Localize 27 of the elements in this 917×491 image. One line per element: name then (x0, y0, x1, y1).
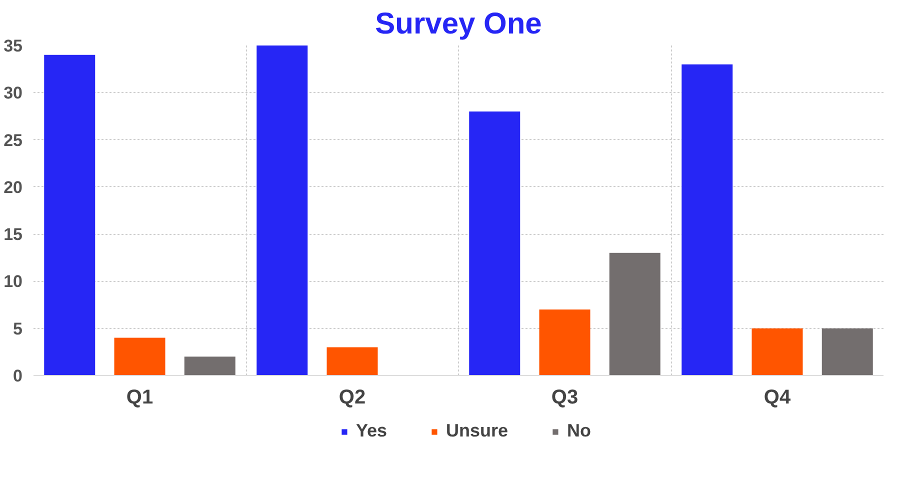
y-tick-label: 25 (4, 130, 23, 150)
bar (326, 347, 378, 376)
x-tick-label: Q4 (764, 386, 792, 408)
bar (184, 356, 236, 376)
bar (256, 46, 308, 376)
x-tick-label: Q2 (338, 386, 366, 408)
bar (822, 328, 873, 376)
bar (682, 64, 733, 376)
legend-label: Unsure (446, 420, 508, 442)
legend-label: No (567, 420, 592, 442)
bar (44, 54, 96, 376)
y-tick-label: 15 (4, 225, 23, 244)
legend-label: Yes (356, 420, 388, 442)
y-tick-label: 20 (4, 178, 23, 197)
x-tick-label: Q1 (126, 386, 154, 408)
bar (539, 310, 590, 376)
y-tick-label: 0 (13, 366, 23, 386)
bar (752, 328, 803, 376)
y-tick-label: 5 (13, 319, 23, 338)
bar (469, 112, 520, 376)
chart-title: Survey One (375, 8, 542, 40)
y-tick-label: 35 (4, 36, 23, 56)
y-tick-label: 30 (4, 84, 23, 103)
bar (114, 338, 166, 376)
x-tick-label: Q3 (551, 386, 578, 408)
bar (609, 252, 660, 376)
y-tick-label: 10 (4, 272, 23, 292)
